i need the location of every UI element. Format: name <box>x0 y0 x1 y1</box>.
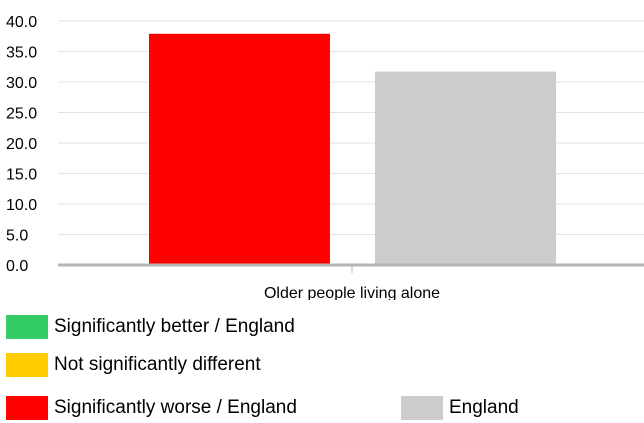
bars <box>149 33 556 266</box>
legend-swatch-amber <box>6 353 48 377</box>
x-axis-category-labels: Older people living alone <box>264 285 440 300</box>
gridlines <box>58 20 644 266</box>
bar-chart: 0.0 5.0 10.0 15.0 20.0 25.0 30.0 35.0 40.0 Older… <box>6 14 644 300</box>
y-axis-tick-labels: 0.0 5.0 10.0 15.0 20.0 25.0 30.0 35.0 40.0 <box>6 14 37 275</box>
legend-label: Significantly better / England <box>54 316 295 337</box>
y-tick-label: 35.0 <box>6 45 37 62</box>
legend-item-significantly-worse: Significantly worse / England <box>6 395 297 421</box>
legend-swatch-red <box>6 396 48 420</box>
bar-area-value <box>149 33 330 266</box>
legend-label: Not significantly different <box>54 354 261 375</box>
y-tick-label: 0.0 <box>6 258 28 275</box>
legend-label: England <box>449 397 519 418</box>
legend-item-significantly-better: Significantly better / England <box>6 314 295 340</box>
y-tick-label: 25.0 <box>6 106 37 123</box>
y-tick-label: 15.0 <box>6 167 37 184</box>
x-category-label: Older people living alone <box>264 285 440 300</box>
legend-item-england: England <box>401 395 519 421</box>
y-tick-label: 30.0 <box>6 75 37 92</box>
legend-swatch-green <box>6 315 48 339</box>
y-tick-label: 20.0 <box>6 136 37 153</box>
y-tick-label: 10.0 <box>6 197 37 214</box>
legend-item-not-significantly-different: Not significantly different <box>6 352 261 378</box>
legend-swatch-grey <box>401 396 443 420</box>
y-tick-label: 5.0 <box>6 228 28 245</box>
legend-label: Significantly worse / England <box>54 397 297 418</box>
bar-england-value <box>375 71 556 265</box>
y-tick-label: 40.0 <box>6 14 37 31</box>
